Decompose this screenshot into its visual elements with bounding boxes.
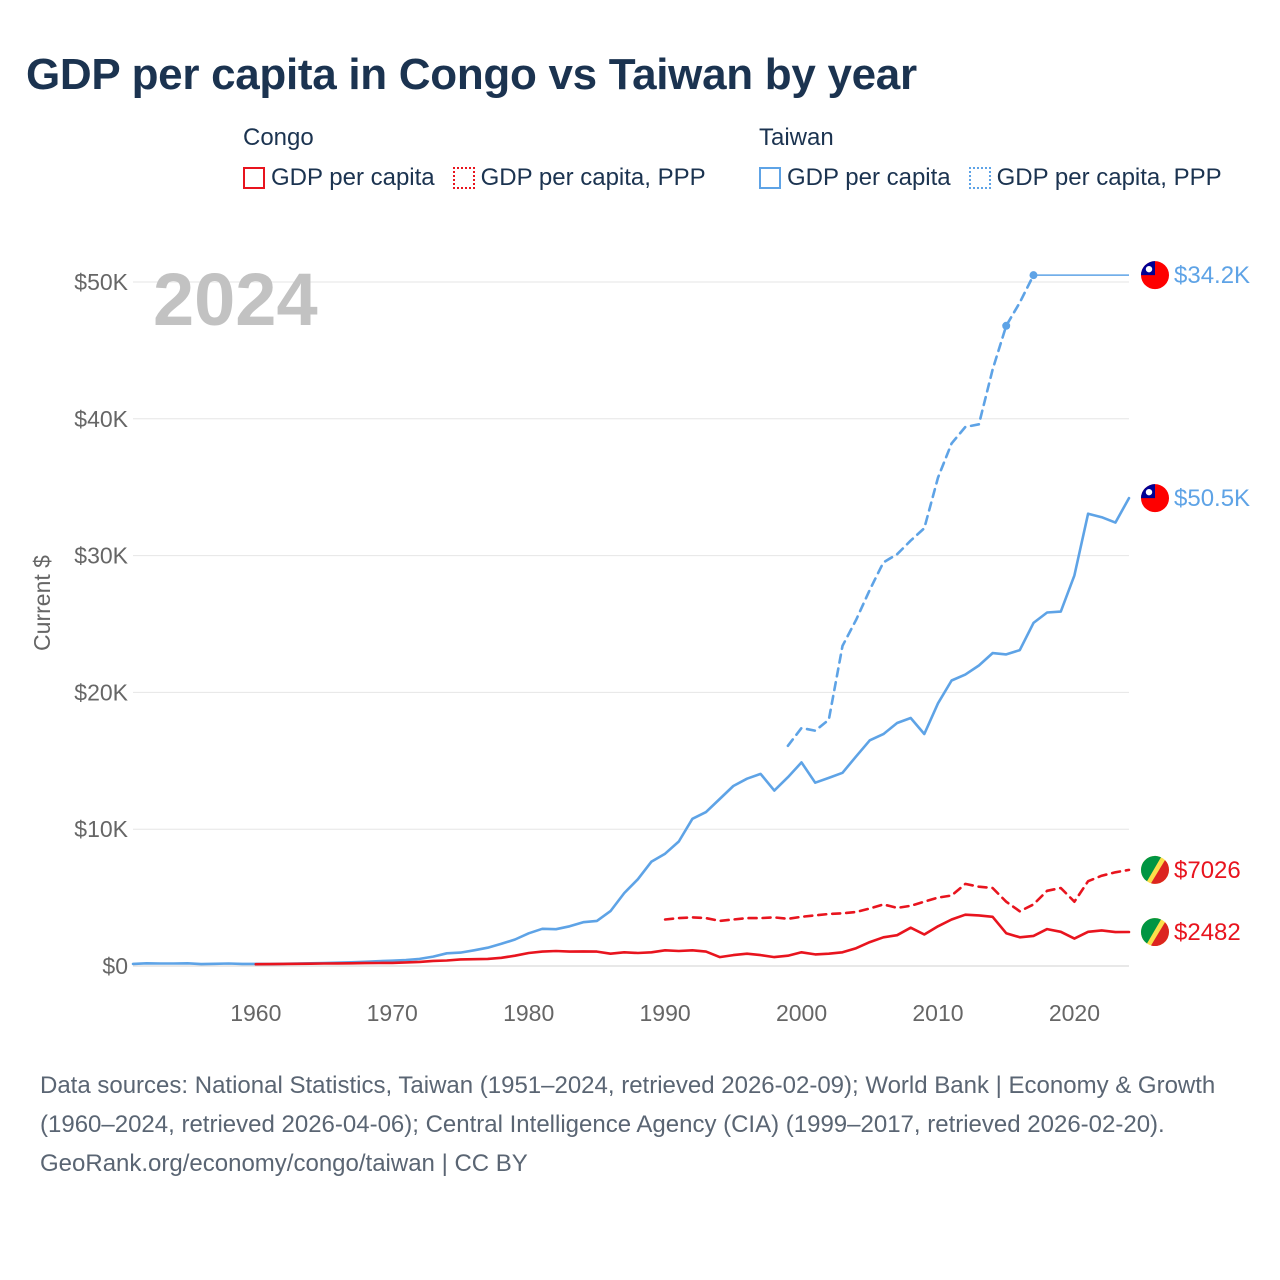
footer: Data sources: National Statistics, Taiwa… [40,1066,1240,1183]
legend-swatch-dotted [452,167,475,189]
legend-group-taiwan: Taiwan GDP per capita GDP per capita, PP… [759,124,1222,192]
x-tick-label: 2000 [776,1000,827,1026]
congo-flag-red-icon [1151,860,1169,884]
y-axis-label: Current $ [29,555,55,651]
series-line [786,273,1035,748]
legend-item-taiwan-gdp-ppp[interactable]: GDP per capita, PPP [968,164,1222,192]
legend-item-label: GDP per capita [271,164,435,191]
chart-title: GDP per capita in Congo vs Taiwan by yea… [26,50,917,99]
series-end-label: $34.2K [1174,262,1250,289]
series-end-label: $50.5K [1174,485,1250,512]
chart-plot: $0 $10K $20K $30K $40K $50K 1960 1970 1980 1990 20… [29,258,1250,1026]
x-tick-label: 1990 [640,1000,691,1026]
series-end-label: $2482 [1174,919,1241,946]
congo-flag-green-icon [1141,918,1161,944]
y-tick-label: $0 [102,953,128,979]
series-line [131,496,1131,966]
legend-item-taiwan-gdp[interactable]: GDP per capita [759,164,951,192]
legend-item-congo-gdp[interactable]: GDP per capita [243,164,435,192]
congo-flag-red-icon [1151,922,1169,947]
x-tick-label: 2020 [1049,1000,1100,1026]
y-tick-label: $50K [74,269,128,295]
taiwan-flag-sun-icon [1145,265,1153,273]
x-tick-label: 1960 [230,1000,281,1026]
y-tick-label: $40K [74,406,128,432]
legend-group-congo: Congo GDP per capita GDP per capita, PPP [243,124,706,192]
data-point [1029,271,1038,280]
series-line [663,868,1131,923]
legend-item-label: GDP per capita [787,164,951,191]
x-tick-label: 2010 [912,1000,963,1026]
series-line [254,913,1131,966]
series-end-label: $7026 [1174,857,1241,884]
y-tick-label: $10K [74,816,128,842]
data-point [1002,321,1011,330]
legend-swatch-solid [243,167,265,189]
y-tick-label: $20K [74,679,128,705]
congo-flag-green-icon [1141,855,1161,882]
legend-group-title: Taiwan [759,124,834,151]
legend-item-congo-gdp-ppp[interactable]: GDP per capita, PPP [452,164,706,192]
data-sources: Data sources: National Statistics, Taiwa… [40,1072,1216,1138]
legend-swatch-dotted [968,167,991,189]
legend-group-title: Congo [243,124,314,151]
y-tick-label: $30K [74,543,128,569]
taiwan-flag-sun-icon [1145,488,1153,496]
legend-swatch-solid [759,167,781,189]
legend-item-label: GDP per capita, PPP [996,164,1222,191]
x-tick-label: 1980 [503,1000,554,1026]
x-tick-label: 1970 [367,1000,418,1026]
year-overlay: 2024 [153,258,318,341]
credit-link[interactable]: GeoRank.org/economy/congo/taiwan | CC BY [40,1150,528,1177]
legend-item-label: GDP per capita, PPP [480,164,706,191]
